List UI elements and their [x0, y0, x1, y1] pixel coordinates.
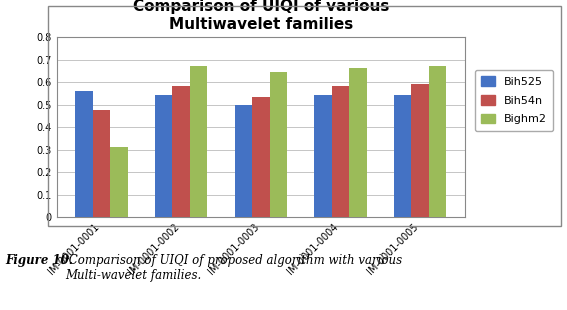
Title: Comparison of UIQI of various
Multiwavelet families: Comparison of UIQI of various Multiwavel… [133, 0, 389, 32]
Bar [269, 72, 287, 217]
Bar [394, 95, 411, 217]
Bar [172, 86, 190, 217]
Bar [111, 147, 128, 217]
Bar [429, 66, 446, 217]
Legend: Bih525, Bih54n, Bighm2: Bih525, Bih54n, Bighm2 [475, 70, 553, 131]
Bar [332, 86, 349, 217]
Bar [75, 91, 93, 217]
Bar [252, 97, 269, 217]
Text: Comparison of UIQI of proposed algorithm with various
Multi-wavelet families.: Comparison of UIQI of proposed algorithm… [65, 254, 403, 282]
Text: Figure 10.: Figure 10. [6, 254, 74, 267]
Bar [93, 110, 111, 217]
Bar [155, 95, 172, 217]
Bar [349, 68, 367, 217]
Bar [314, 95, 332, 217]
Bar [235, 105, 252, 217]
Bar [411, 84, 429, 217]
Bar [190, 66, 208, 217]
